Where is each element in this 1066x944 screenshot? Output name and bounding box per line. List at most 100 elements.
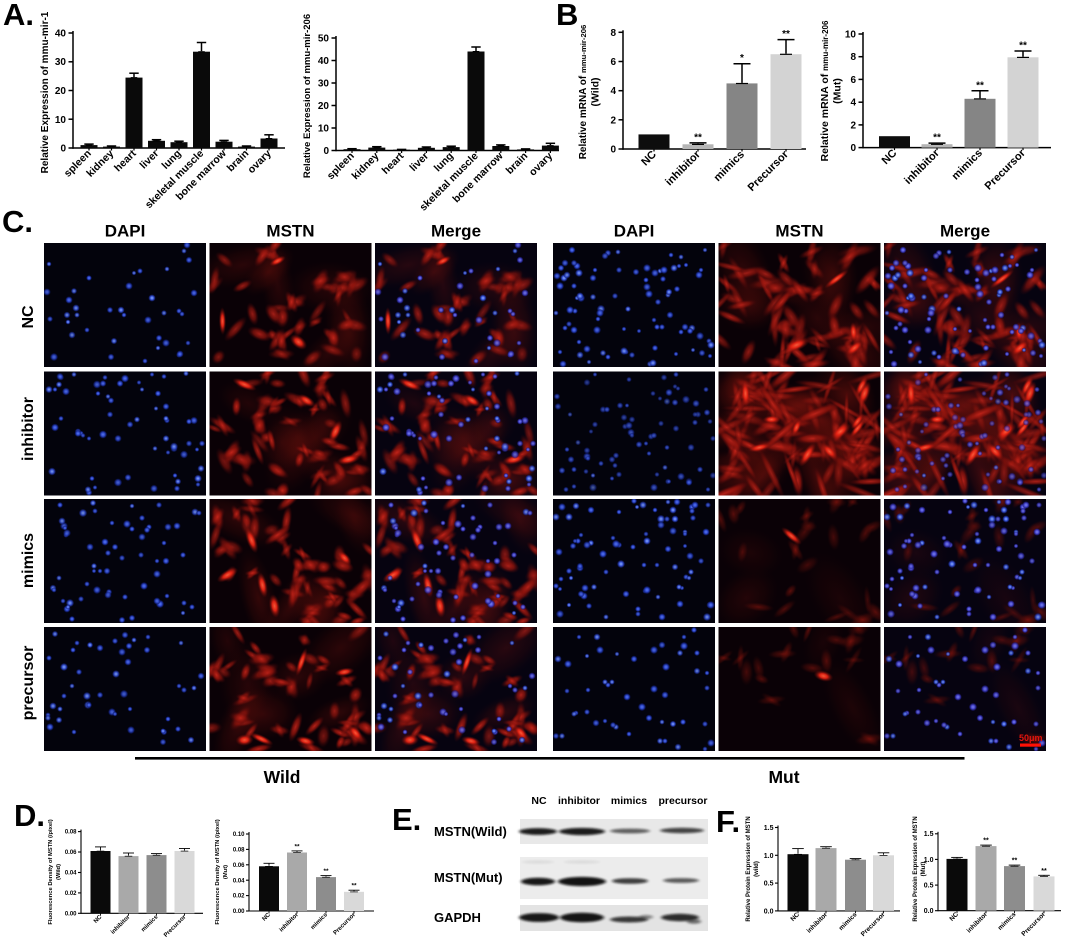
svg-text:C.: C. xyxy=(2,204,33,239)
svg-text:**: ** xyxy=(983,838,989,845)
svg-text:50μm: 50μm xyxy=(1019,733,1043,743)
svg-text:ovary: ovary xyxy=(527,150,555,178)
svg-text:0.5: 0.5 xyxy=(764,881,774,888)
svg-text:2: 2 xyxy=(850,120,856,131)
svg-text:4: 4 xyxy=(610,86,616,97)
svg-text:0.04: 0.04 xyxy=(65,871,77,877)
svg-text:NC: NC xyxy=(639,149,659,169)
svg-text:NC: NC xyxy=(262,912,273,923)
svg-text:Precursor: Precursor xyxy=(983,147,1029,193)
svg-text:Merge: Merge xyxy=(431,222,481,241)
svg-text:40: 40 xyxy=(55,29,67,40)
svg-text:NC: NC xyxy=(948,911,960,923)
svg-text:Precursor: Precursor xyxy=(163,914,188,939)
svg-text:(Mut): (Mut) xyxy=(223,865,229,879)
svg-text:inhibitor: inhibitor xyxy=(806,911,830,935)
svg-text:DAPI: DAPI xyxy=(614,222,655,241)
svg-text:inhibitor: inhibitor xyxy=(966,911,990,935)
svg-text:30: 30 xyxy=(55,57,67,68)
svg-text:ovary: ovary xyxy=(245,148,273,176)
svg-text:brain: brain xyxy=(504,150,531,177)
svg-text:0: 0 xyxy=(850,143,856,154)
svg-text:0.08: 0.08 xyxy=(65,830,77,836)
svg-text:Fluorescence Density of MSTN (: Fluorescence Density of MSTN (/pixel) xyxy=(48,819,54,924)
svg-text:A.: A. xyxy=(3,0,34,32)
svg-text:10: 10 xyxy=(845,30,857,41)
svg-text:Mut: Mut xyxy=(768,767,799,787)
svg-text:MSTN(Wild): MSTN(Wild) xyxy=(434,824,507,839)
svg-text:mimics: mimics xyxy=(838,911,859,932)
svg-text:mimics: mimics xyxy=(310,912,329,931)
svg-text:mimics: mimics xyxy=(997,911,1018,932)
svg-text:10: 10 xyxy=(55,115,67,126)
svg-text:0.02: 0.02 xyxy=(233,894,245,900)
svg-text:0.00: 0.00 xyxy=(233,909,245,915)
svg-text:NC: NC xyxy=(531,795,547,807)
svg-text:(Mut): (Mut) xyxy=(921,862,927,877)
svg-text:6: 6 xyxy=(850,75,856,86)
svg-text:30: 30 xyxy=(318,79,330,90)
svg-text:**: ** xyxy=(323,868,329,875)
svg-text:0.04: 0.04 xyxy=(233,878,245,884)
svg-text:8: 8 xyxy=(610,28,616,39)
svg-text:MSTN: MSTN xyxy=(775,222,823,241)
svg-text:GAPDH: GAPDH xyxy=(434,910,481,925)
svg-text:heart: heart xyxy=(380,150,407,177)
svg-text:inhibitor: inhibitor xyxy=(663,148,703,188)
svg-text:20: 20 xyxy=(318,101,330,112)
svg-text:0.02: 0.02 xyxy=(65,891,77,897)
svg-text:10: 10 xyxy=(318,124,330,135)
svg-text:0.5: 0.5 xyxy=(924,883,934,890)
svg-text:(wild): (wild) xyxy=(754,861,760,877)
svg-text:**: ** xyxy=(294,843,300,850)
svg-text:20: 20 xyxy=(55,86,67,97)
svg-text:precursor: precursor xyxy=(20,646,37,721)
svg-text:NC: NC xyxy=(20,305,37,329)
svg-text:inhibitor: inhibitor xyxy=(110,914,132,936)
svg-text:Relative Protein Expression of: Relative Protein Expression of MSTN xyxy=(746,816,752,921)
svg-text:Relative mRNA of mmu-mir-206: Relative mRNA of mmu-mir-206 xyxy=(578,25,589,160)
svg-text:40: 40 xyxy=(318,56,330,67)
svg-text:0: 0 xyxy=(60,144,66,155)
svg-text:DAPI: DAPI xyxy=(105,222,146,241)
svg-text:inhibitor: inhibitor xyxy=(279,912,301,934)
svg-text:8: 8 xyxy=(850,52,856,63)
svg-text:*: * xyxy=(740,53,744,64)
svg-text:mimics: mimics xyxy=(712,149,747,184)
svg-text:**: ** xyxy=(1019,41,1027,52)
svg-text:B: B xyxy=(556,0,578,32)
svg-text:0.0: 0.0 xyxy=(764,908,774,915)
svg-text:0: 0 xyxy=(323,146,329,157)
svg-text:kidney: kidney xyxy=(350,150,382,182)
svg-text:precursor: precursor xyxy=(658,795,707,807)
svg-text:0.00: 0.00 xyxy=(65,911,77,917)
svg-text:**: ** xyxy=(782,29,790,40)
svg-text:0.06: 0.06 xyxy=(65,850,77,856)
svg-text:Wild: Wild xyxy=(264,767,301,787)
svg-text:**: ** xyxy=(933,133,941,144)
svg-text:0.10: 0.10 xyxy=(233,832,245,838)
svg-text:Relative Expression of mmu-mi: Relative Expression of mmu-mir-1 xyxy=(40,11,51,173)
svg-text:mimics: mimics xyxy=(950,147,985,182)
svg-text:F.: F. xyxy=(716,804,740,839)
svg-text:4: 4 xyxy=(850,98,856,109)
svg-text:**: ** xyxy=(976,80,984,91)
svg-text:1.5: 1.5 xyxy=(764,825,774,832)
svg-text:0.08: 0.08 xyxy=(233,848,245,854)
svg-text:mimics: mimics xyxy=(141,914,160,933)
svg-text:mimics: mimics xyxy=(20,533,37,588)
svg-text:MSTN: MSTN xyxy=(266,222,314,241)
svg-text:D.: D. xyxy=(14,798,45,833)
svg-text:1.0: 1.0 xyxy=(764,853,774,860)
svg-text:NC: NC xyxy=(789,911,801,923)
svg-text:6: 6 xyxy=(610,57,616,68)
svg-text:(Wild): (Wild) xyxy=(590,77,602,106)
svg-text:**: ** xyxy=(351,883,357,890)
svg-text:liver: liver xyxy=(407,150,431,174)
svg-text:0.0: 0.0 xyxy=(924,908,934,915)
svg-text:**: ** xyxy=(1041,868,1047,875)
svg-text:inhibitor: inhibitor xyxy=(20,397,37,461)
svg-text:0.06: 0.06 xyxy=(233,863,245,869)
svg-text:Precursor: Precursor xyxy=(333,912,358,937)
svg-text:mimics: mimics xyxy=(611,795,647,807)
